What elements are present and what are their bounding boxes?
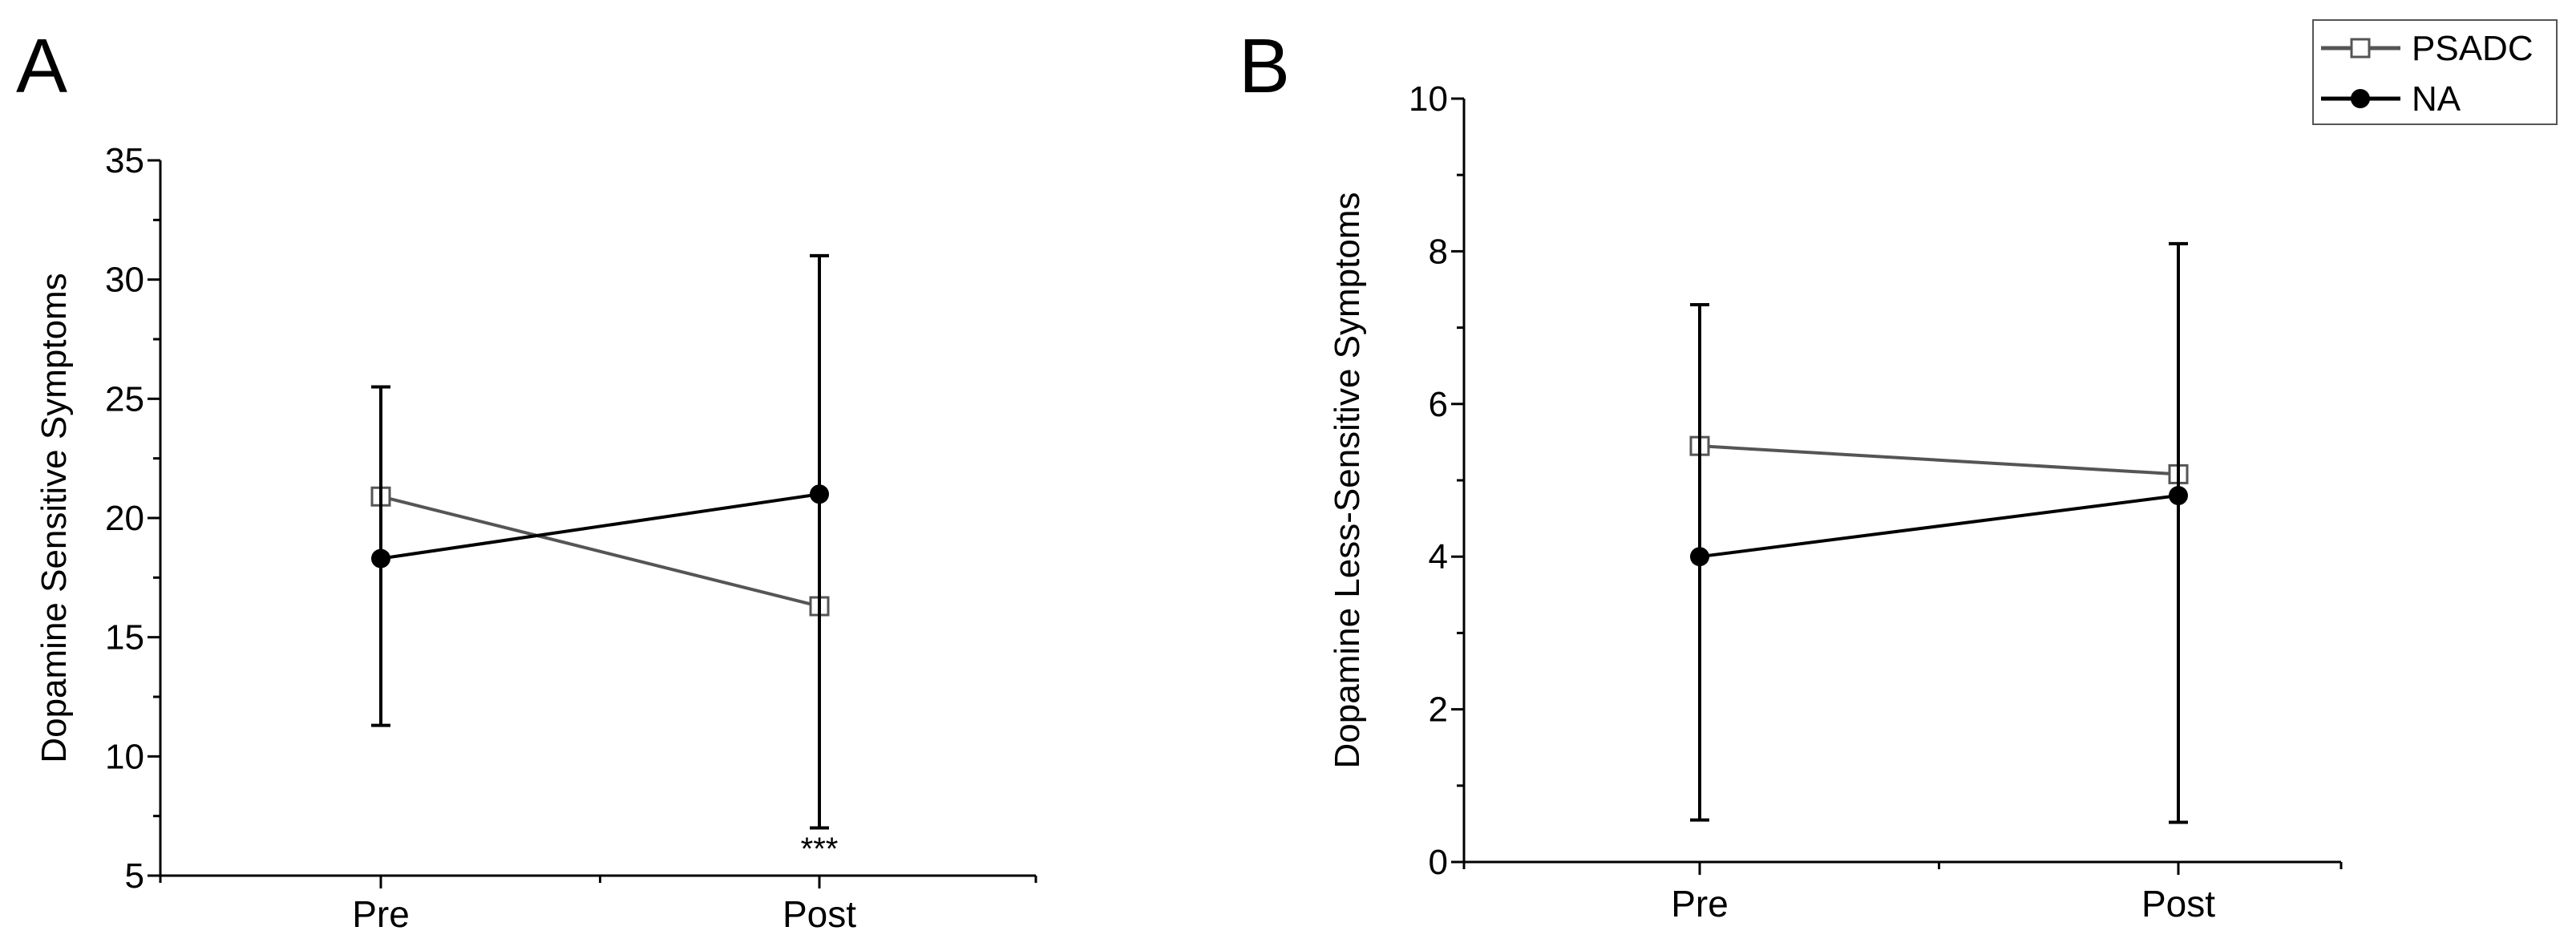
- panel-label: B: [1239, 23, 1290, 109]
- y-tick-label: 25: [105, 379, 144, 419]
- y-tick-label: 2: [1429, 690, 1448, 730]
- y-tick-label: 20: [105, 499, 144, 538]
- y-tick-label: 10: [1409, 79, 1448, 119]
- y-tick-label: 6: [1429, 385, 1448, 424]
- legend-marker-na: [2351, 89, 2370, 108]
- x-tick-label: Pre: [1671, 883, 1729, 925]
- point-na: [1690, 547, 1709, 567]
- chart-panel-b: B 0 2 4 6 8 10 Pre Post Dopamine Less-Sensitive S…: [1239, 23, 2343, 925]
- y-tick-label: 10: [105, 737, 144, 776]
- y-tick-label: 30: [105, 261, 144, 300]
- series-line-psadc: [1699, 444, 2179, 476]
- series-line-na: [1699, 494, 2179, 559]
- y-axis-label: Dopamine Sensitive Symptoms: [34, 273, 74, 763]
- significance-annotation: ***: [801, 832, 839, 867]
- x-tick-label: Pre: [352, 893, 410, 935]
- point-na: [2169, 486, 2188, 506]
- y-tick-label: 5: [125, 856, 144, 896]
- y-tick-label: 0: [1429, 843, 1448, 882]
- x-tick-label: Post: [783, 893, 856, 935]
- series-line-na: [380, 492, 820, 560]
- y-tick-label: 35: [105, 141, 144, 180]
- point-na: [810, 484, 829, 504]
- legend: PSADC NA: [2312, 19, 2558, 125]
- y-axis-label: Dopamine Less-Sensitive Symptoms: [1328, 192, 1367, 769]
- y-tick-label: 8: [1429, 232, 1448, 271]
- y-tick-label: 4: [1429, 537, 1448, 577]
- chart-panel-a: A 5 10 15 20 25 30 35 Pre Post Dopamine Sensitive …: [16, 23, 1037, 935]
- legend-label-psadc: PSADC: [2412, 29, 2534, 68]
- panel-label: A: [16, 23, 67, 109]
- x-tick-label: Post: [2141, 883, 2215, 925]
- legend-marker-psadc: [2350, 38, 2371, 59]
- legend-label-na: NA: [2412, 79, 2461, 119]
- legend-box: [2312, 19, 2558, 125]
- y-tick-label: 15: [105, 618, 144, 658]
- series-line-psadc: [380, 495, 820, 608]
- point-na: [371, 548, 390, 569]
